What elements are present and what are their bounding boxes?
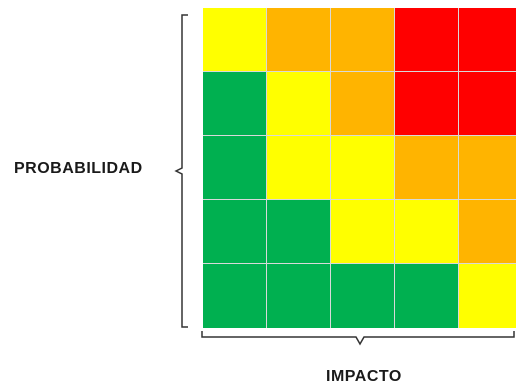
matrix-cell-red [395,8,459,72]
matrix-cell-yellow [267,72,331,136]
matrix-cell-green [267,200,331,264]
matrix-cell-yellow [395,200,459,264]
matrix-cell-orange [459,200,516,264]
matrix-cell-orange [395,136,459,200]
matrix-cell-green [267,264,331,328]
matrix-cell-orange [331,8,395,72]
matrix-row [203,200,516,264]
matrix-row [203,264,516,328]
impact-axis-label: IMPACTO [326,368,402,385]
matrix-row [203,8,516,72]
matrix-cell-red [459,72,516,136]
matrix-cell-red [395,72,459,136]
matrix-cell-yellow [203,8,267,72]
impact-axis-bracket [201,331,515,346]
matrix-cell-yellow [459,264,516,328]
matrix-cell-orange [267,8,331,72]
matrix-cell-green [395,264,459,328]
matrix-cell-yellow [331,136,395,200]
matrix-cell-green [203,72,267,136]
probability-axis-label: PROBABILIDAD [14,160,143,177]
matrix-row [203,72,516,136]
matrix-cell-red [459,8,516,72]
matrix-cell-yellow [267,136,331,200]
risk-matrix [203,8,516,328]
probability-axis-bracket [174,14,188,328]
matrix-cell-yellow [331,200,395,264]
matrix-cell-orange [331,72,395,136]
matrix-cell-green [203,136,267,200]
matrix-cell-green [331,264,395,328]
matrix-cell-green [203,200,267,264]
matrix-cell-orange [459,136,516,200]
matrix-cell-green [203,264,267,328]
matrix-row [203,136,516,200]
